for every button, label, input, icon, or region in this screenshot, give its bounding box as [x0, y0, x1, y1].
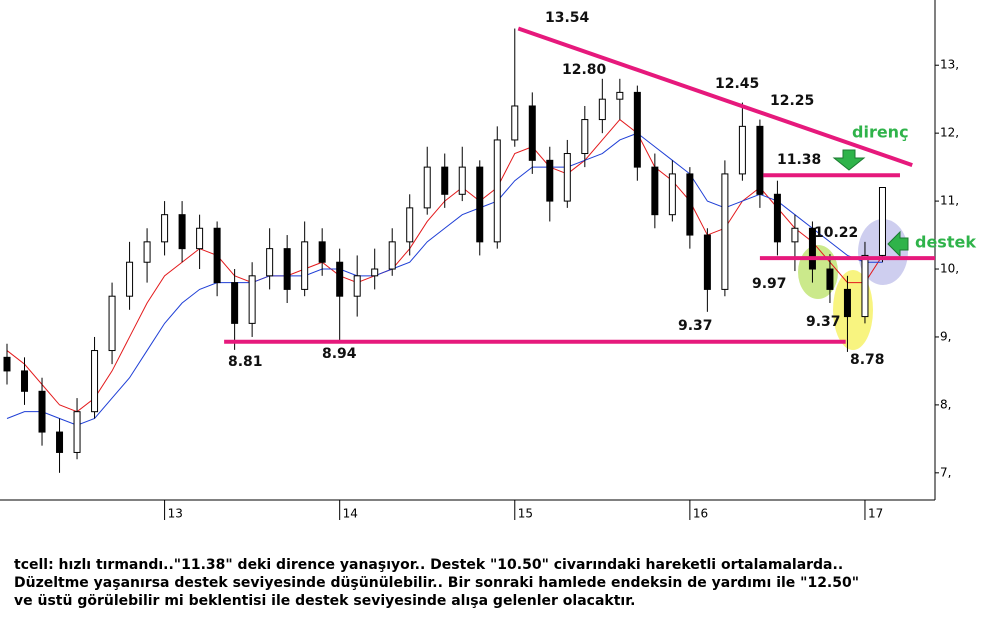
candle-body: [843, 288, 851, 318]
y-tick-label: 7,: [940, 465, 951, 479]
candle-body: [441, 166, 449, 195]
candle-body: [738, 125, 746, 175]
candle-body: [721, 173, 729, 290]
level-label: 8.94: [322, 346, 357, 362]
candle-body: [791, 227, 799, 243]
candle-body: [528, 105, 536, 161]
level-label: 10.22: [814, 225, 858, 241]
level-label: 11.38: [777, 152, 821, 168]
level-label: 9.37: [806, 314, 841, 330]
candle-body: [353, 275, 361, 297]
candle-body: [108, 295, 116, 352]
candle-body: [703, 234, 711, 290]
candle-body: [773, 193, 781, 243]
y-tick-label: 11,: [940, 194, 959, 208]
y-tick-label: 12,: [940, 126, 959, 140]
candle-body: [686, 173, 694, 236]
candle-body: [476, 166, 484, 243]
level-label: 12.80: [562, 62, 607, 78]
candle-body: [388, 241, 396, 270]
level-label: 9.37: [678, 318, 713, 334]
level-label: 8.78: [850, 352, 885, 368]
x-tick-label: 17: [868, 507, 883, 521]
candle-body: [598, 98, 606, 121]
candle-body: [423, 166, 431, 209]
candle-body: [878, 187, 886, 256]
candle-body: [336, 261, 344, 297]
level-label: 9.97: [752, 276, 787, 292]
candle-body: [56, 431, 64, 453]
level-line: [517, 26, 913, 167]
candle-body: [266, 248, 274, 277]
y-tick-label: 9,: [940, 329, 951, 343]
candle-body: [73, 411, 81, 453]
candle-body: [563, 153, 571, 202]
level-label: 12.45: [715, 76, 759, 92]
y-tick-label: 13,: [940, 58, 959, 72]
candle-body: [546, 159, 554, 202]
candle-body: [283, 248, 291, 290]
candle-body: [38, 390, 46, 433]
candle-body: [318, 241, 326, 263]
level-label: 8.81: [228, 354, 263, 370]
candle-body: [668, 173, 676, 216]
level-label-green: direnç: [852, 123, 909, 142]
candle-body: [143, 241, 151, 263]
candle-body: [231, 282, 239, 324]
candle-body: [458, 166, 466, 195]
candle-body: [178, 214, 186, 250]
x-tick-label: 13: [168, 507, 183, 521]
y-tick-label: 8,: [940, 397, 951, 411]
candle-body: [248, 275, 256, 324]
candle-body: [826, 268, 834, 290]
candle-body: [616, 91, 624, 100]
candle-body: [196, 227, 204, 250]
candle-body: [808, 227, 816, 270]
candle-body: [756, 125, 764, 195]
x-tick-label: 15: [518, 507, 533, 521]
candle-body: [651, 166, 659, 216]
candle-body: [511, 105, 519, 141]
x-tick-label: 14: [343, 507, 358, 521]
level-label: 12.25: [770, 93, 814, 109]
candle-body: [161, 214, 169, 243]
candle-body: [3, 356, 11, 372]
caption-line: tcell: hızlı tırmandı.."11.38" deki dire…: [14, 557, 843, 573]
candle-body: [301, 241, 309, 290]
candle-body: [493, 139, 501, 243]
candle-body: [406, 207, 414, 243]
candle-body: [91, 350, 99, 413]
candle-body: [633, 91, 641, 168]
x-tick-label: 16: [693, 507, 708, 521]
candle-body: [371, 268, 379, 277]
moving-average: [6, 132, 883, 426]
caption-line: Düzeltme yaşanırsa destek seviyesinde dü…: [14, 575, 859, 591]
candle-body: [581, 119, 589, 155]
arrow-down: [832, 149, 866, 171]
arrow-left: [887, 230, 909, 258]
candle-body: [213, 227, 221, 284]
candle-body: [126, 261, 134, 297]
plot: [3, 28, 886, 473]
level-label: 13.54: [545, 10, 590, 26]
y-tick-label: 10,: [940, 262, 959, 276]
level-label-green: destek: [915, 233, 976, 252]
caption-line: ve üstü görülebilir mi beklentisi ile de…: [14, 593, 635, 609]
candle-body: [861, 254, 869, 318]
candle-body: [21, 370, 29, 392]
